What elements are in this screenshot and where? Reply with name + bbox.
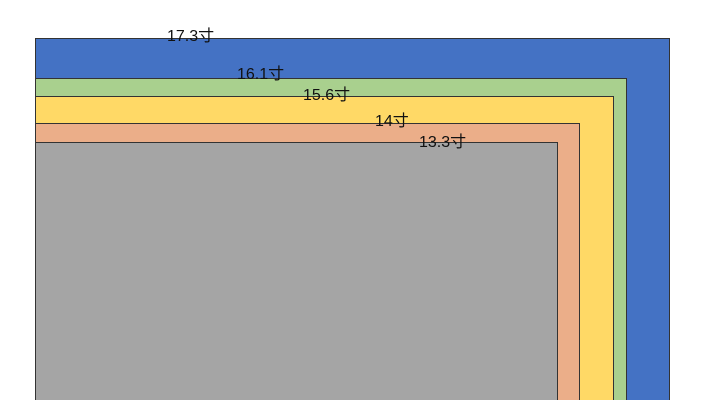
- screen-label: 16.1寸: [237, 65, 284, 83]
- screen-label: 15.6寸: [303, 86, 350, 104]
- screen-13-3: [35, 142, 558, 400]
- screen-label: 14寸: [375, 112, 409, 130]
- screen-label: 13.3寸: [419, 133, 466, 151]
- screen-label: 17.3寸: [167, 27, 214, 45]
